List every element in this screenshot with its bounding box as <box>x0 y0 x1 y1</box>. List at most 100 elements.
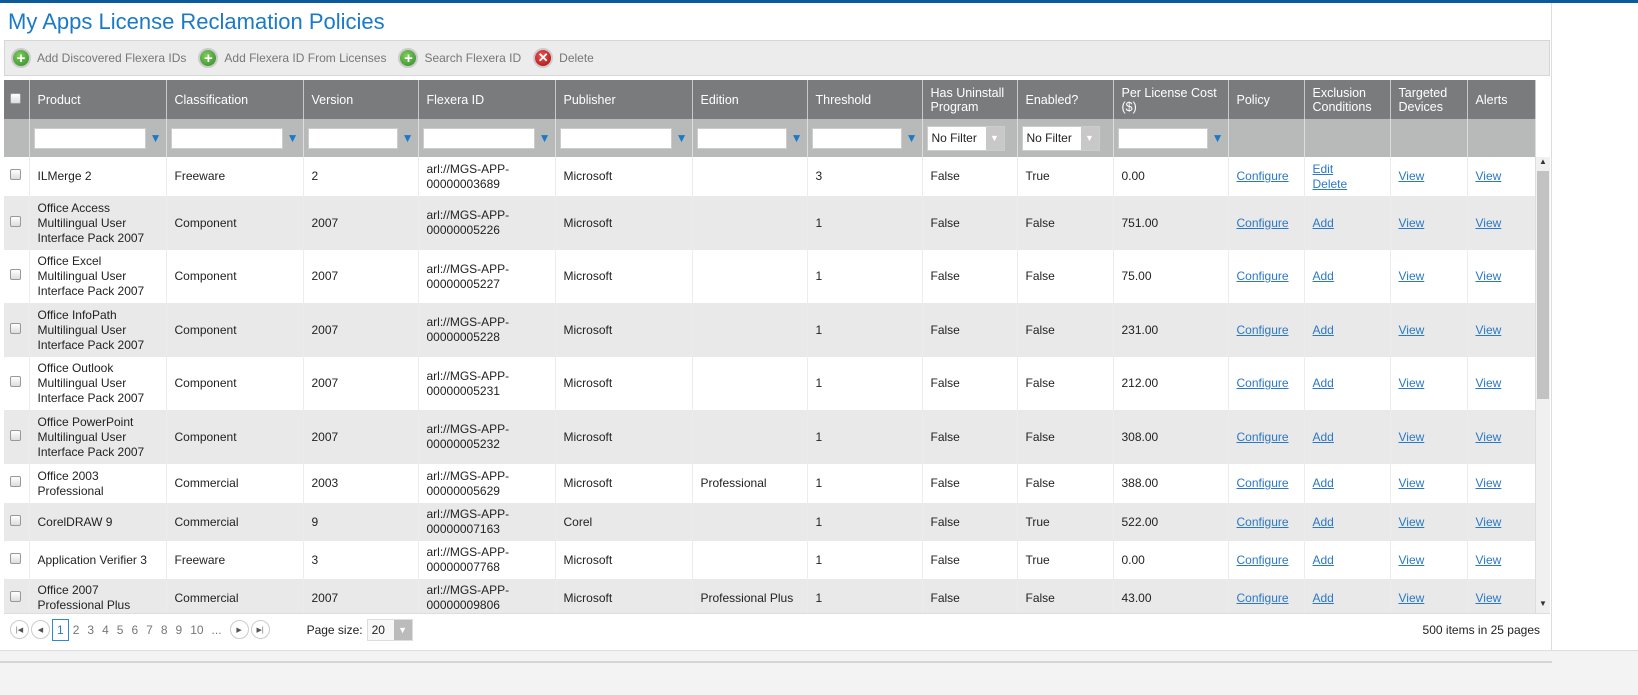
page-size-select[interactable]: 20 ▼ <box>366 618 413 641</box>
view-devices-link[interactable]: View <box>1398 429 1425 444</box>
row-checkbox[interactable] <box>10 476 21 487</box>
row-checkbox[interactable] <box>10 514 21 526</box>
grid-body[interactable]: ILMerge 2 Freeware 2 arl://MGS-APP-00000003… <box>4 157 1550 613</box>
column-header-edition[interactable]: Edition <box>692 80 808 119</box>
page-1-link[interactable]: 1 <box>52 618 69 641</box>
page-2-link[interactable]: 2 <box>72 622 80 637</box>
exclusion-add-link[interactable]: Add <box>1312 215 1334 230</box>
filter-funnel-icon[interactable]: ▼ <box>538 131 551 145</box>
view-alerts-link[interactable]: View <box>1475 322 1502 337</box>
page-3-link[interactable]: 3 <box>87 622 95 637</box>
exclusion-delete-link[interactable]: Delete <box>1312 176 1348 191</box>
configure-link[interactable]: Configure <box>1236 169 1289 183</box>
row-checkbox[interactable] <box>10 590 21 602</box>
row-checkbox[interactable] <box>10 215 21 227</box>
row-checkbox[interactable] <box>10 376 21 387</box>
filter-funnel-icon[interactable]: ▼ <box>675 131 688 145</box>
view-alerts-link[interactable]: View <box>1475 476 1502 490</box>
view-alerts-link[interactable]: View <box>1475 215 1502 230</box>
delete-button[interactable]: ✕ Delete <box>533 48 594 68</box>
configure-link[interactable]: Configure <box>1236 429 1289 444</box>
next-page-icon[interactable]: ▶ <box>229 620 249 639</box>
exclusion-add-link[interactable]: Add <box>1312 376 1334 390</box>
configure-link[interactable]: Configure <box>1236 376 1289 390</box>
table-row[interactable]: Application Verifier 3 Freeware 3 arl://MGS… <box>4 541 1536 579</box>
configure-link[interactable]: Configure <box>1236 269 1289 283</box>
column-header-policy[interactable]: Policy <box>1228 80 1305 119</box>
view-alerts-link[interactable]: View <box>1475 552 1502 567</box>
table-row[interactable]: CorelDRAW 9 Commercial 9 arl://MGS-APP-0000… <box>4 503 1536 541</box>
row-checkbox[interactable] <box>10 169 21 180</box>
column-header-flexera-id[interactable]: Flexera ID <box>418 80 556 119</box>
column-header-publisher[interactable]: Publisher <box>555 80 693 119</box>
exclusion-add-link[interactable]: Add <box>1312 590 1334 605</box>
filter-funnel-icon[interactable]: ▼ <box>1211 131 1224 145</box>
select-all-checkbox[interactable] <box>10 92 21 104</box>
column-header-targeted-devices[interactable]: Targeted Devices <box>1390 80 1468 119</box>
page-10-link[interactable]: 10 <box>190 622 204 637</box>
scroll-thumb[interactable] <box>1537 171 1549 399</box>
first-page-icon[interactable]: |◀ <box>10 620 29 639</box>
edition-filter-input[interactable] <box>696 127 787 149</box>
flexera-id-filter-input[interactable] <box>422 127 535 149</box>
page-4-link[interactable]: 4 <box>102 622 109 637</box>
row-checkbox[interactable] <box>10 552 21 564</box>
table-row[interactable]: Office PowerPoint Multilingual User Inte… <box>4 410 1536 464</box>
view-devices-link[interactable]: View <box>1398 376 1425 390</box>
column-header-classification[interactable]: Classification <box>166 80 304 119</box>
classification-filter-input[interactable] <box>170 127 283 149</box>
add-flexera-id-from-licenses-button[interactable]: + Add Flexera ID From Licenses <box>198 48 386 68</box>
search-flexera-id-button[interactable]: + Search Flexera ID <box>398 48 521 68</box>
publisher-filter-input[interactable] <box>559 127 672 149</box>
scroll-up-arrow-icon[interactable]: ▲ <box>1539 157 1547 166</box>
column-header-alerts[interactable]: Alerts <box>1467 80 1536 119</box>
column-header-product[interactable]: Product <box>29 80 167 119</box>
version-filter-input[interactable] <box>307 127 398 149</box>
filter-funnel-icon[interactable]: ▼ <box>149 131 162 145</box>
configure-link[interactable]: Configure <box>1236 215 1289 230</box>
table-row[interactable]: Office Access Multilingual User Interfac… <box>4 196 1536 250</box>
last-page-icon[interactable]: ▶| <box>250 620 270 639</box>
view-devices-link[interactable]: View <box>1398 215 1425 230</box>
view-devices-link[interactable]: View <box>1398 590 1425 605</box>
page-5-link[interactable]: 5 <box>116 622 124 637</box>
filter-funnel-icon[interactable]: ▼ <box>790 131 803 145</box>
page-8-link[interactable]: 8 <box>160 622 168 637</box>
exclusion-add-link[interactable]: Add <box>1312 269 1334 283</box>
view-devices-link[interactable]: View <box>1398 269 1425 283</box>
view-devices-link[interactable]: View <box>1398 552 1425 567</box>
configure-link[interactable]: Configure <box>1236 590 1289 605</box>
table-row[interactable]: Office 2003 Professional Commercial 2003 ar… <box>4 464 1536 503</box>
exclusion-edit-link[interactable]: Edit <box>1312 161 1334 176</box>
column-header-has-uninstall[interactable]: Has Uninstall Program <box>922 80 1018 119</box>
exclusion-add-link[interactable]: Add <box>1312 429 1334 444</box>
table-row[interactable]: ILMerge 2 Freeware 2 arl://MGS-APP-00000003… <box>4 157 1536 196</box>
table-row[interactable]: Office 2007 Professional Plus Commercial 2… <box>4 579 1536 613</box>
configure-link[interactable]: Configure <box>1236 552 1289 567</box>
column-header-per-license-cost[interactable]: Per License Cost ($) <box>1113 80 1229 119</box>
view-alerts-link[interactable]: View <box>1475 514 1502 529</box>
row-checkbox[interactable] <box>10 269 21 280</box>
product-filter-input[interactable] <box>33 127 146 149</box>
column-header-enabled[interactable]: Enabled? <box>1017 80 1114 119</box>
has-uninstall-filter-select[interactable]: No Filter ▼ <box>926 125 1005 151</box>
filter-funnel-icon[interactable]: ▼ <box>286 131 299 145</box>
exclusion-add-link[interactable]: Add <box>1312 322 1334 337</box>
grid-scrollbar[interactable]: ▲ ▼ <box>1535 157 1550 613</box>
view-alerts-link[interactable]: View <box>1475 269 1502 283</box>
view-alerts-link[interactable]: View <box>1475 169 1502 183</box>
row-checkbox[interactable] <box>10 429 21 441</box>
scroll-down-arrow-icon[interactable]: ▼ <box>1539 599 1547 608</box>
row-checkbox[interactable] <box>10 322 21 334</box>
view-devices-link[interactable]: View <box>1398 514 1425 529</box>
table-row[interactable]: Office Outlook Multilingual User Interfa… <box>4 357 1536 410</box>
per-license-cost-filter-input[interactable] <box>1117 127 1208 149</box>
view-devices-link[interactable]: View <box>1398 476 1425 490</box>
exclusion-add-link[interactable]: Add <box>1312 514 1334 529</box>
table-row[interactable]: Office InfoPath Multilingual User Interf… <box>4 303 1536 357</box>
table-row[interactable]: Office Excel Multilingual User Interface… <box>4 250 1536 303</box>
prev-page-icon[interactable]: ◀ <box>31 620 50 639</box>
filter-funnel-icon[interactable]: ▼ <box>401 131 414 145</box>
exclusion-add-link[interactable]: Add <box>1312 552 1334 567</box>
filter-funnel-icon[interactable]: ▼ <box>905 131 918 145</box>
